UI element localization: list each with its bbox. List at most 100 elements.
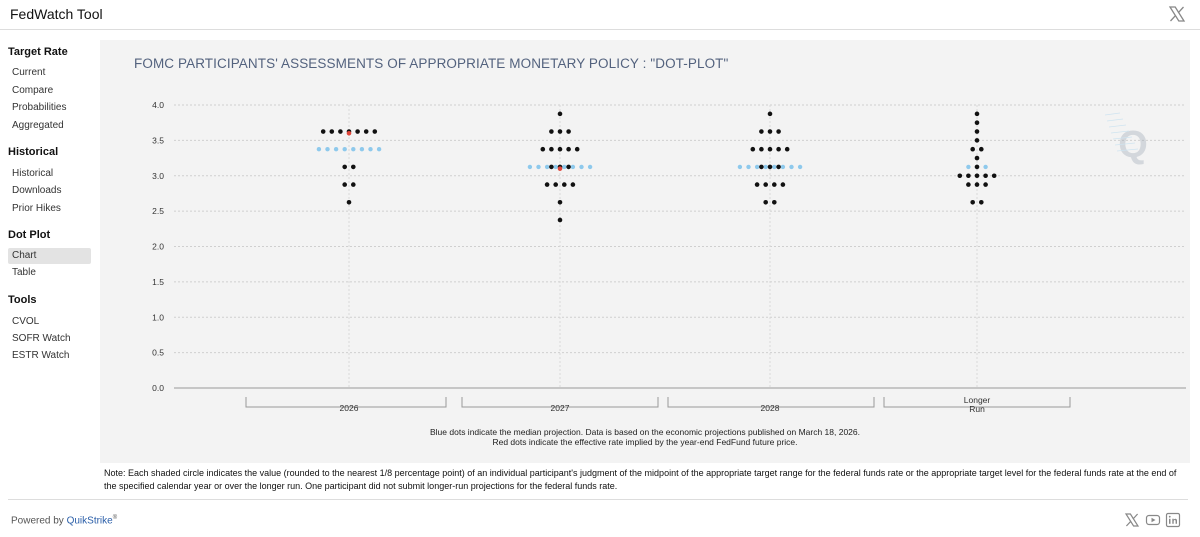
nav-item-current[interactable]: Current	[12, 67, 46, 78]
watermark-logo: Q	[1104, 112, 1148, 166]
participant-dot	[557, 199, 563, 205]
median-dot	[780, 164, 786, 170]
participant-dot	[759, 164, 764, 170]
participant-dot	[776, 164, 781, 170]
powered-by-label: Powered by	[11, 515, 64, 527]
participant-dot	[974, 164, 980, 170]
median-dot	[527, 164, 533, 170]
participant-dot	[970, 199, 975, 205]
participant-dot	[557, 111, 563, 117]
chart-title: FOMC PARTICIPANTS' ASSESSMENTS OF APPROP…	[134, 56, 729, 71]
nav-heading-historical: Historical	[8, 146, 59, 158]
footer-divider	[8, 499, 1188, 500]
median-dot	[562, 164, 567, 170]
x-tick-label: Run	[969, 404, 985, 414]
median-dot	[746, 164, 751, 170]
nav-item-estr-watch[interactable]: ESTR Watch	[12, 350, 70, 361]
participant-dot	[983, 182, 988, 187]
powered-by: Powered by QuikStrike®	[11, 515, 117, 526]
watermark-letter: Q	[1118, 124, 1148, 166]
y-tick-label: 1.0	[152, 312, 164, 322]
participant-dot	[557, 217, 563, 223]
y-tick-label: 2.5	[152, 206, 164, 216]
watermark-stroke	[1114, 142, 1136, 146]
participant-dot	[566, 129, 571, 134]
x-tick-label: 2028	[761, 403, 780, 413]
x-tick-label: Longer	[964, 395, 991, 405]
nav-item-chart[interactable]: Chart	[8, 248, 91, 264]
median-dot	[772, 164, 777, 170]
participant-dot	[553, 182, 558, 187]
participant-dot	[363, 129, 369, 134]
participant-dot	[974, 182, 980, 187]
participant-dot	[776, 129, 781, 134]
median-dot	[789, 164, 794, 170]
median-dot	[587, 164, 593, 170]
median-dot	[553, 164, 558, 170]
linkedin-icon[interactable]	[1165, 512, 1181, 528]
participant-dot	[974, 120, 980, 125]
nav-heading-target-rate: Target Rate	[8, 46, 68, 58]
nav-item-probabilities[interactable]: Probabilities	[12, 102, 67, 113]
median-dot	[579, 164, 584, 170]
x-tick-label: 2026	[340, 403, 359, 413]
y-tick-label: 1.5	[152, 277, 164, 287]
participant-dot	[750, 146, 756, 152]
median-dot	[359, 147, 365, 152]
participant-dot	[759, 146, 764, 152]
nav-item-table[interactable]: Table	[12, 267, 36, 278]
implied-rate-dot	[346, 131, 352, 136]
nav-heading-dot-plot: Dot Plot	[8, 229, 51, 241]
participant-dot	[767, 146, 773, 152]
participant-dot	[772, 182, 777, 187]
nav-item-aggregated[interactable]: Aggregated	[12, 120, 64, 131]
participant-dot	[549, 146, 554, 152]
participant-dot	[342, 182, 347, 187]
footnote: Note: Each shaded circle indicates the v…	[104, 468, 1177, 491]
y-tick-label: 3.0	[152, 171, 164, 181]
participant-dot	[767, 164, 773, 170]
watermark-stroke	[1112, 136, 1133, 140]
participant-dot	[983, 173, 988, 179]
participant-dot	[566, 164, 571, 170]
participant-dot	[549, 129, 554, 134]
participant-dot	[780, 182, 786, 187]
nav-item-cvol[interactable]: CVOL	[12, 316, 40, 327]
x-logo-icon[interactable]	[1124, 512, 1140, 528]
median-dot	[737, 164, 743, 170]
participant-dot	[320, 129, 326, 134]
nav-item-historical[interactable]: Historical	[12, 168, 54, 179]
nav-item-sofr-watch[interactable]: SOFR Watch	[12, 333, 71, 344]
participant-dot	[957, 173, 963, 179]
category-bracket	[245, 397, 447, 408]
participant-dot	[351, 182, 356, 187]
nav-item-prior-hikes[interactable]: Prior Hikes	[12, 203, 61, 214]
y-tick-label: 4.0	[152, 100, 164, 110]
participant-dot	[966, 173, 971, 179]
nav-item-compare[interactable]: Compare	[12, 85, 54, 96]
participant-dot	[557, 129, 563, 134]
median-dot	[966, 164, 971, 170]
nav-item-downloads[interactable]: Downloads	[12, 185, 62, 196]
participant-dot	[549, 164, 554, 170]
participant-dot	[372, 129, 378, 134]
x-logo-icon[interactable]	[1168, 5, 1186, 23]
median-dot	[570, 164, 576, 170]
watermark-stroke	[1106, 118, 1124, 122]
participant-dot	[767, 129, 773, 134]
participant-dot	[355, 129, 360, 134]
youtube-icon[interactable]	[1145, 512, 1161, 528]
median-dot	[316, 147, 322, 152]
participant-dot	[540, 146, 546, 152]
nav-heading-tools: Tools	[8, 294, 37, 306]
participant-dot	[974, 111, 980, 117]
participant-dot	[974, 129, 980, 134]
median-dot	[763, 164, 768, 170]
participant-dot	[329, 129, 335, 134]
median-dot	[536, 164, 541, 170]
median-dot	[342, 147, 347, 152]
implied-rate-dot	[557, 166, 563, 171]
participant-dot	[966, 182, 971, 187]
participant-dot	[544, 182, 550, 187]
quikstrike-link[interactable]: QuikStrike	[66, 515, 113, 527]
